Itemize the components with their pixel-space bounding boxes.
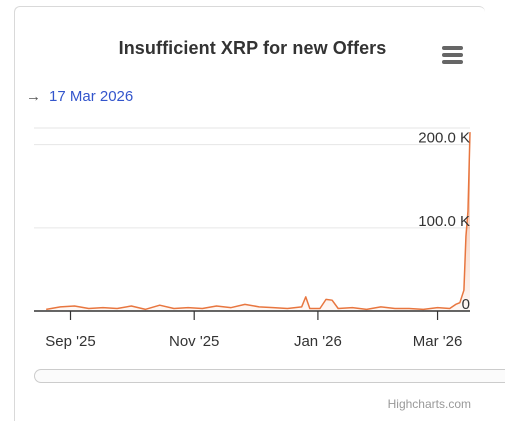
credits-link[interactable]: Highcharts.com <box>387 397 471 411</box>
y-tick-label: 200.0 K <box>418 130 470 147</box>
x-tick-label: Nov '25 <box>169 333 219 350</box>
x-tick-label: Mar '26 <box>413 333 463 350</box>
y-axis: 0 100.0 K 200.0 K <box>418 130 470 313</box>
series-area <box>46 132 471 311</box>
x-tick-label: Sep '25 <box>45 333 95 350</box>
range-date: 17 Mar 2026 <box>49 88 134 105</box>
x-tick-label: Jan '26 <box>294 333 342 350</box>
y-tick-label: 100.0 K <box>418 213 470 230</box>
chart-container <box>14 6 485 421</box>
chart-title: Insufficient XRP for new Offers <box>118 38 387 58</box>
x-axis: Sep '25 Nov '25 Jan '26 Mar '26 <box>34 310 470 350</box>
hamburger-menu-icon[interactable] <box>440 46 466 68</box>
grid-lines <box>34 127 470 312</box>
arrow-right-icon: → <box>26 88 41 105</box>
y-tick-label: 0 <box>462 296 470 313</box>
series-line <box>46 132 471 311</box>
scrollbar-track[interactable] <box>34 369 505 383</box>
range-label: → 17 Mar 2026 <box>26 88 133 105</box>
series-fill <box>46 132 470 311</box>
